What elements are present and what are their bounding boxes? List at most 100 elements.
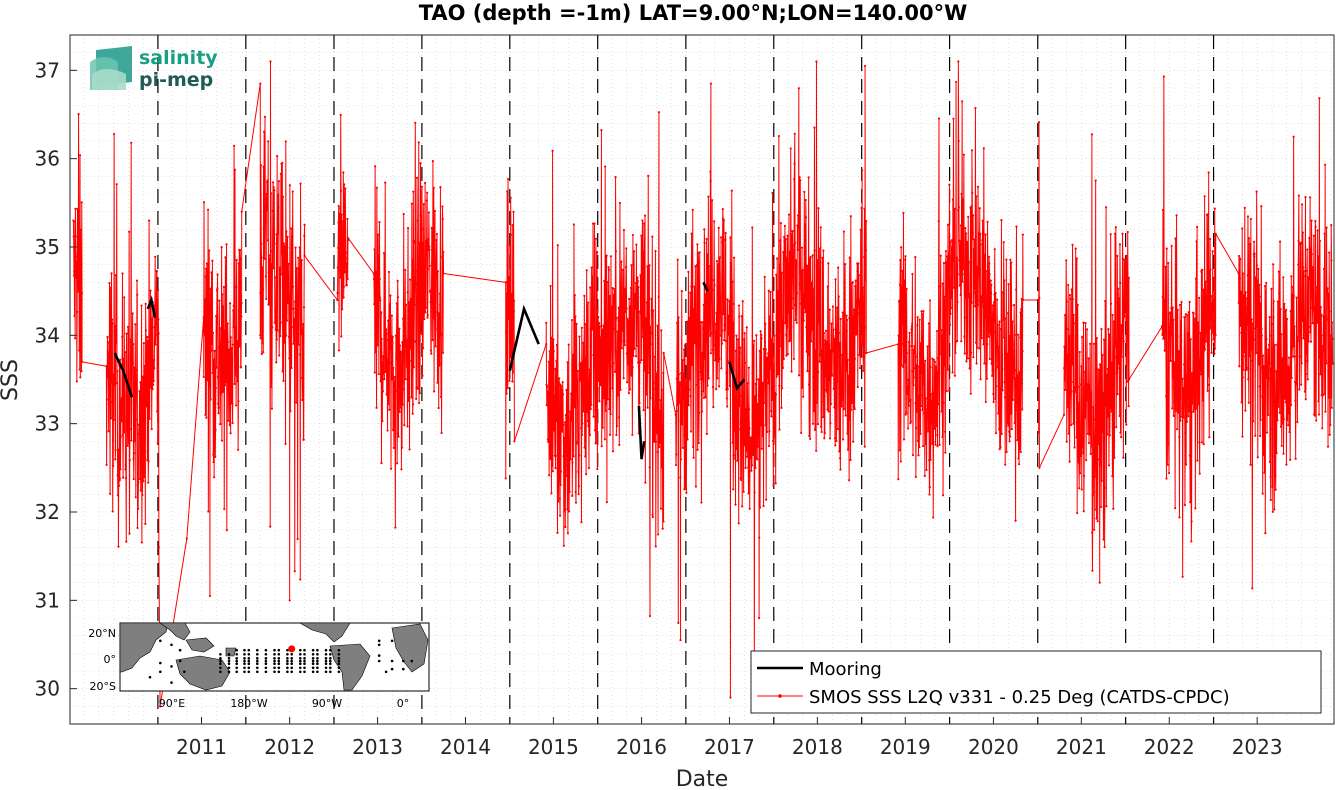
smos-point	[1168, 326, 1172, 329]
smos-point	[1265, 360, 1268, 364]
smos-point	[687, 270, 690, 273]
inset-mooring-dot	[243, 657, 246, 660]
smos-point	[1201, 336, 1204, 340]
smos-point	[582, 410, 585, 413]
smos-point	[383, 378, 386, 381]
smos-point	[1257, 319, 1260, 323]
smos-point	[723, 328, 726, 332]
smos-point	[1065, 401, 1069, 404]
smos-point	[409, 301, 413, 305]
smos-point	[798, 176, 801, 179]
smos-point	[1319, 306, 1322, 309]
smos-point	[300, 376, 304, 379]
smos-point	[958, 258, 961, 262]
smos-point	[1239, 258, 1242, 261]
smos-point	[994, 432, 998, 435]
smos-point	[1093, 475, 1096, 478]
smos-point	[267, 140, 270, 143]
smos-point	[920, 310, 923, 313]
inset-mooring-dot	[247, 666, 251, 670]
smos-point	[1187, 415, 1190, 418]
smos-point	[507, 289, 511, 293]
smos-point	[1264, 532, 1267, 535]
smos-point	[338, 268, 341, 272]
smos-point	[1326, 318, 1329, 321]
smos-point	[803, 307, 806, 310]
smos-point	[767, 352, 770, 355]
smos-point	[342, 296, 345, 299]
smos-point	[1063, 345, 1066, 348]
smos-point	[631, 233, 635, 237]
smos-point	[936, 433, 939, 437]
smos-point	[107, 351, 110, 354]
smos-point	[204, 413, 207, 416]
smos-point	[377, 254, 380, 257]
smos-point	[1296, 420, 1299, 424]
inset-mooring-dot	[247, 648, 251, 652]
smos-point	[997, 412, 1000, 415]
smos-point	[384, 370, 387, 373]
smos-point	[919, 342, 922, 345]
smos-point	[505, 392, 508, 395]
smos-point	[1209, 268, 1212, 271]
smos-point	[701, 351, 704, 355]
inset-ytick-1: 0°	[104, 653, 117, 666]
smos-point	[1245, 352, 1248, 356]
smos-point	[993, 320, 996, 323]
smos-point	[132, 452, 136, 455]
smos-point	[632, 354, 635, 358]
smos-point	[927, 418, 930, 421]
smos-point	[1195, 240, 1198, 243]
smos-point	[227, 348, 230, 351]
smos-point	[918, 318, 921, 321]
smos-point	[112, 373, 115, 376]
smos-point	[922, 382, 926, 385]
smos-point	[1073, 446, 1076, 449]
smos-point	[1109, 233, 1112, 236]
smos-point	[1090, 439, 1093, 442]
smos-point	[691, 208, 694, 211]
smos-point	[624, 287, 627, 291]
smos-point	[812, 287, 815, 290]
smos-point	[1260, 327, 1263, 331]
smos-point	[1326, 289, 1329, 292]
smos-point	[631, 433, 634, 436]
smos-point	[762, 504, 765, 508]
smos-point	[754, 466, 757, 470]
smos-point	[795, 259, 798, 262]
inset-ytick-0: 20°N	[88, 627, 116, 640]
smos-point	[737, 522, 740, 525]
smos-point	[406, 339, 409, 342]
smos-point	[1007, 424, 1010, 427]
smos-point	[1171, 306, 1174, 309]
smos-point	[570, 318, 574, 322]
smos-point	[1266, 383, 1269, 386]
smos-point	[423, 300, 426, 303]
smos-point	[1271, 427, 1274, 431]
smos-point	[1011, 391, 1014, 394]
smos-point	[985, 305, 988, 308]
inset-mooring-dot	[255, 666, 259, 670]
smos-point	[209, 347, 213, 350]
smos-point	[757, 616, 761, 620]
smos-point	[579, 366, 583, 369]
smos-point	[1324, 359, 1327, 362]
smos-point	[995, 341, 998, 344]
smos-point	[911, 272, 914, 276]
smos-point	[1314, 307, 1317, 310]
smos-point	[792, 275, 795, 279]
smos-point	[758, 536, 761, 539]
smos-point	[1283, 397, 1287, 400]
smos-point	[1278, 411, 1281, 414]
inset-mooring-dot	[247, 657, 251, 660]
smos-point	[859, 228, 862, 231]
smos-point	[142, 480, 145, 483]
smos-point	[728, 347, 732, 350]
smos-point	[626, 363, 629, 366]
smos-point	[225, 356, 228, 359]
smos-point	[750, 464, 754, 467]
smos-point	[1074, 389, 1077, 392]
smos-point	[383, 296, 387, 299]
smos-point	[1172, 318, 1175, 321]
smos-point	[712, 324, 715, 327]
